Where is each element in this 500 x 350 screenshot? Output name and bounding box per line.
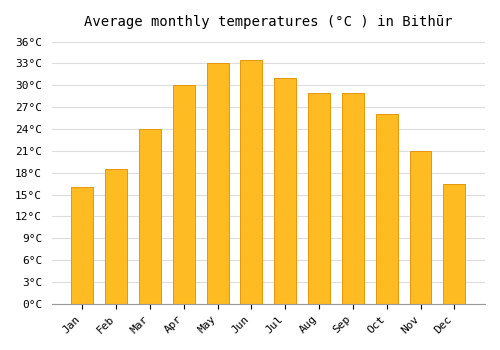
Bar — [206, 63, 229, 304]
Bar — [308, 93, 330, 304]
Bar — [240, 60, 262, 304]
Bar — [173, 85, 195, 304]
Bar — [72, 187, 94, 304]
Bar — [105, 169, 127, 304]
Bar — [376, 114, 398, 304]
Bar — [410, 151, 432, 304]
Bar — [139, 129, 161, 304]
Bar — [444, 184, 466, 304]
Bar — [342, 93, 364, 304]
Title: Average monthly temperatures (°C ) in Bithūr: Average monthly temperatures (°C ) in Bi… — [84, 15, 452, 29]
Bar — [274, 78, 296, 304]
